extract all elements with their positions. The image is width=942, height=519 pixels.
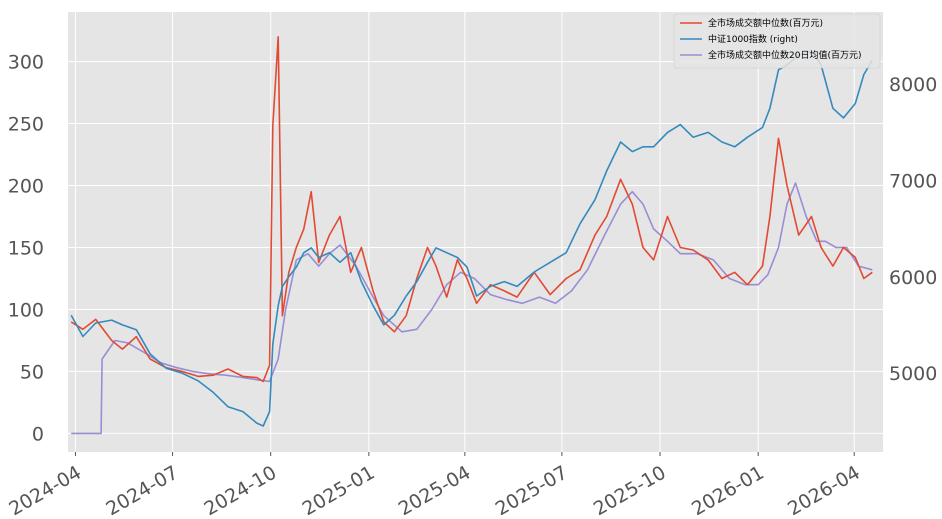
x-tick-label: 2024-10 (201, 462, 281, 519)
y-tick-label: 250 (8, 114, 44, 136)
series-line-3 (71, 182, 873, 435)
plot-area (68, 12, 883, 452)
series-layer (70, 35, 873, 435)
y2-tick-label: 5000 (889, 363, 937, 385)
x-tick-label: 2026-01 (688, 462, 768, 519)
series-line-2 (70, 49, 873, 427)
x-tick-label: 2025-07 (492, 462, 572, 519)
y-tick-label: 200 (8, 176, 44, 198)
x-tick-label: 2025-10 (590, 462, 670, 519)
grid-lines (68, 12, 883, 456)
y-tick-label: 150 (8, 237, 44, 259)
y2-tick-label: 7000 (889, 170, 937, 192)
x-tick-label: 2025-01 (299, 462, 379, 519)
x-tick-label: 2026-04 (784, 462, 864, 519)
y-tick-label: 50 (20, 361, 44, 383)
x-tick-label: 2025-04 (395, 462, 475, 519)
series-line-1 (70, 35, 873, 383)
legend-label: 全市场成交额中位数(百万元) (708, 17, 823, 29)
y2-tick-label: 8000 (889, 74, 937, 96)
y-tick-label: 100 (8, 299, 44, 321)
legend-label: 中证1000指数 (right) (708, 33, 798, 45)
x-tick-label: 2024-04 (5, 462, 85, 519)
legend: 全市场成交额中位数(百万元) 中证1000指数 (right) 全市场成交额中位数2… (673, 13, 881, 69)
legend-box (673, 13, 881, 69)
x-tick-label: 2024-07 (102, 462, 182, 519)
y-tick-label: 0 (32, 423, 44, 445)
y2-tick-label: 6000 (889, 267, 937, 289)
y-tick-label: 300 (8, 52, 44, 74)
legend-label: 全市场成交额中位数20日均值(百万元) (708, 49, 861, 61)
